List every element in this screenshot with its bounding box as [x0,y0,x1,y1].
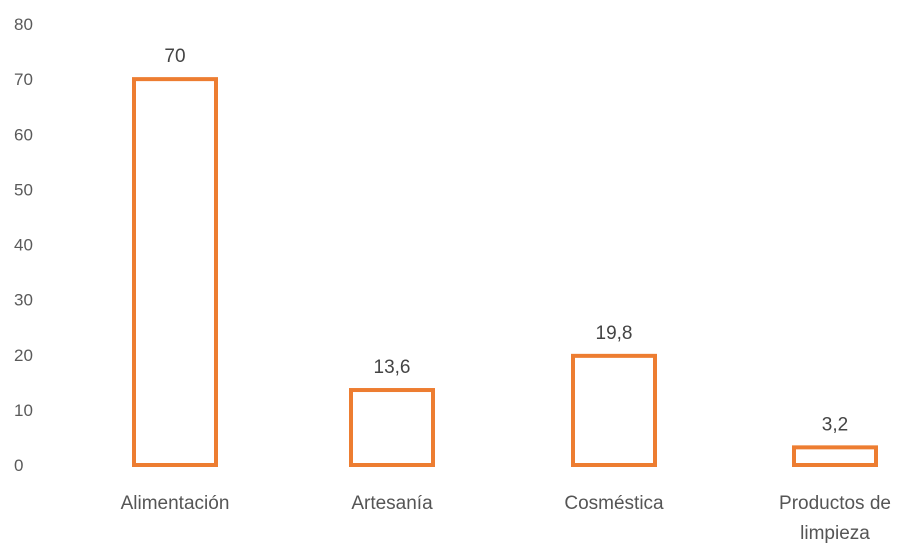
y-tick-label: 10 [14,401,33,420]
x-category-label: Alimentación [121,493,230,514]
y-tick-label: 50 [14,180,33,199]
data-labels-group: 70 13,6 19,8 3,2 [164,46,848,435]
y-tick-label: 40 [14,236,33,255]
x-axis: Alimentación Artesanía Cosméstica Productos… [121,493,891,544]
data-label: 70 [164,46,185,67]
y-tick-label: 30 [14,291,33,310]
bar [349,388,435,467]
data-label: 19,8 [596,323,633,344]
y-tick-label: 60 [14,125,33,144]
data-label: 13,6 [374,357,411,378]
y-tick-label: 80 [14,15,33,34]
x-category-label: limpieza [800,523,870,544]
x-category-label: Productos de [779,493,891,514]
bar [571,353,657,468]
data-label: 3,2 [822,414,848,435]
y-tick-label: 0 [14,456,23,475]
y-tick-label: 20 [14,346,33,365]
x-category-label: Cosméstica [564,493,664,514]
bars-group [132,77,878,468]
bar [132,77,218,467]
bar [792,445,878,467]
x-category-label: Artesanía [351,493,433,514]
y-tick-label: 70 [14,70,33,89]
y-axis: 0 10 20 30 40 50 60 70 80 [14,15,33,475]
